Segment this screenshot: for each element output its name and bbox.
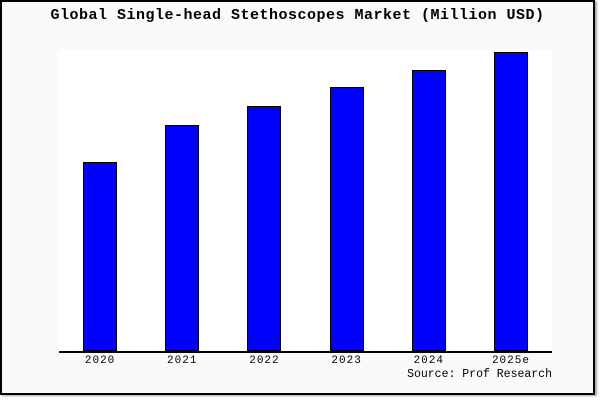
bar-2021 xyxy=(165,124,200,351)
bar-2024 xyxy=(411,69,446,351)
x-tick-label-2025e: 2025e xyxy=(491,355,530,367)
x-axis-labels: 2020 2021 2022 2023 2024 2025e xyxy=(59,355,552,368)
x-tick-label-2022: 2022 xyxy=(249,355,280,367)
bar-2020 xyxy=(83,162,118,351)
bar-2025e xyxy=(493,51,528,351)
plot-area xyxy=(59,50,552,353)
source-note: Source: Prof Research xyxy=(407,368,552,381)
x-tick-label-2020: 2020 xyxy=(84,355,116,367)
bar-2022 xyxy=(247,106,282,351)
x-tick-label-2024: 2024 xyxy=(413,355,444,367)
x-tick-label-2021: 2021 xyxy=(167,355,198,367)
bar-2023 xyxy=(329,87,364,351)
chart-title: Global Single-head Stethoscopes Market (… xyxy=(50,7,545,24)
x-tick-label-2023: 2023 xyxy=(331,355,362,367)
